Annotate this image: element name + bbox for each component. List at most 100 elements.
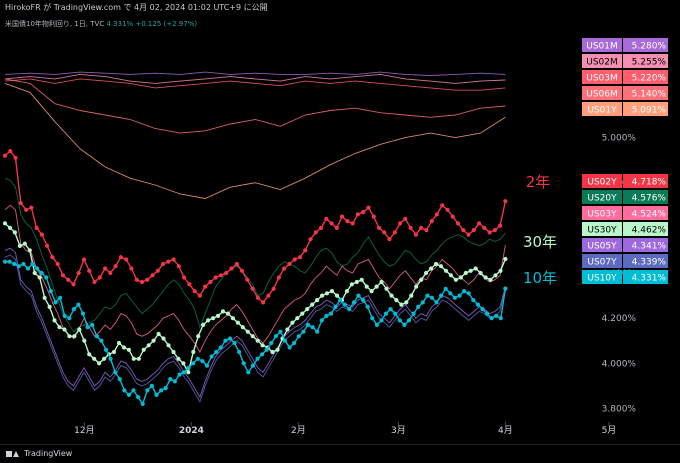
data-point-us30y [369, 289, 374, 294]
data-point-us10y [264, 347, 269, 352]
y-tick-label: 5.000% [602, 134, 637, 144]
data-point-us30y [433, 261, 439, 267]
badge-value: 4.524% [632, 210, 667, 220]
series-line-us03m[interactable] [4, 78, 506, 91]
data-point-us02y [292, 257, 297, 262]
data-point-us30y [87, 352, 92, 357]
data-point-us10y [397, 318, 402, 323]
series-line-us07y[interactable] [4, 254, 506, 403]
data-point-us02y [503, 199, 508, 204]
data-point-us10y [301, 329, 306, 334]
data-point-us02y [250, 286, 255, 291]
data-point-us10y [370, 316, 375, 321]
data-point-us02y [29, 205, 34, 210]
data-point-us02y [192, 289, 197, 294]
data-point-us10y [232, 340, 237, 346]
badge-value: 4.576% [632, 194, 667, 204]
data-point-us30y [458, 275, 463, 280]
series-line-us02m[interactable] [4, 73, 506, 84]
badge-name-bg [582, 70, 622, 84]
data-point-us10y [439, 293, 444, 298]
badge-us10y: US10Y 4.331% [582, 270, 668, 284]
data-point-us02y [482, 225, 487, 230]
data-point-us10y [374, 322, 379, 327]
series-line-us20y[interactable] [4, 177, 506, 333]
data-point-us10y [71, 307, 76, 312]
data-point-us30y [97, 361, 102, 366]
data-point-us10y [94, 334, 99, 339]
data-point-us30y [409, 293, 414, 298]
data-point-us30y [424, 270, 429, 276]
data-point-us02y [166, 259, 171, 264]
data-point-us02y [440, 203, 445, 208]
data-point-us30y [275, 347, 280, 352]
data-point-us30y [131, 356, 136, 361]
data-point-us10y [319, 318, 324, 323]
data-point-us30y [22, 241, 27, 246]
data-point-us30y [300, 311, 305, 316]
data-point-us02y [50, 255, 55, 260]
data-point-us30y [438, 264, 444, 269]
data-point-us10y [379, 318, 384, 323]
data-point-us02y [313, 230, 318, 235]
tradingview-logo[interactable]: TradingView [6, 448, 72, 460]
data-point-us02y [266, 293, 271, 298]
time-axis[interactable]: 12月 2024 2月 3月 4月 5月 [74, 422, 616, 436]
data-point-us10y [16, 264, 21, 269]
data-point-us10y [503, 286, 508, 291]
x-tick-label: 2月 [291, 425, 306, 436]
data-point-us30y [463, 270, 468, 276]
data-point-us30y [250, 334, 255, 339]
data-point-us30y [102, 356, 107, 361]
data-point-us02y [408, 225, 413, 230]
data-point-us02y [66, 277, 71, 282]
series-line-us06m[interactable] [4, 78, 506, 134]
data-point-us10y [305, 322, 311, 327]
data-point-us10y [406, 318, 412, 323]
series-line-us01m[interactable] [4, 71, 506, 76]
data-point-us10y [2, 259, 8, 264]
badge-us03m: US03M 5.220% [582, 70, 668, 84]
data-point-us30y [478, 270, 483, 276]
plot-area[interactable] [2, 71, 508, 406]
data-point-us30y [92, 356, 97, 361]
data-point-us10y [402, 322, 407, 327]
data-point-us02y [34, 225, 39, 230]
y-tick-label: 4.000% [602, 359, 637, 369]
data-point-us10y [195, 356, 200, 361]
badge-name-bg [582, 238, 622, 252]
data-point-us10y [90, 322, 95, 327]
data-point-us10y [67, 316, 72, 321]
data-point-us02y [334, 225, 339, 230]
data-point-us10y [131, 388, 136, 393]
data-point-us02y [108, 270, 113, 276]
data-point-us02y [345, 219, 350, 224]
data-point-us30y [156, 331, 161, 337]
badge-value: 4.331% [632, 274, 667, 284]
data-point-us10y [168, 377, 173, 382]
data-point-us30y [116, 340, 122, 346]
data-point-us10y [204, 363, 210, 368]
badge-value: 4.341% [632, 242, 667, 252]
data-point-us02y [213, 275, 218, 280]
yield-chart[interactable]: 5.000%4.800%4.400%4.200%4.000%3.800% 12月… [0, 0, 680, 444]
series-line-us02y[interactable] [4, 150, 507, 304]
data-point-us10y [48, 289, 54, 294]
data-point-us02y [245, 277, 250, 282]
data-point-us10y [149, 383, 154, 388]
data-point-us02y [176, 264, 181, 269]
series-line-us01y[interactable] [4, 82, 506, 199]
data-point-us10y [328, 311, 334, 316]
data-point-us02y [455, 221, 461, 226]
data-point-us30y [37, 275, 42, 280]
data-point-us30y [126, 347, 131, 352]
data-point-us02y [361, 210, 366, 215]
data-point-us02y [392, 230, 397, 235]
data-point-us10y [163, 386, 168, 391]
data-point-us10y [347, 307, 352, 312]
data-point-us10y [324, 313, 329, 318]
data-point-us10y [62, 313, 67, 318]
badge-value-bg [623, 206, 668, 220]
data-point-us30y [429, 266, 434, 271]
badge-name: US01Y [587, 106, 617, 116]
